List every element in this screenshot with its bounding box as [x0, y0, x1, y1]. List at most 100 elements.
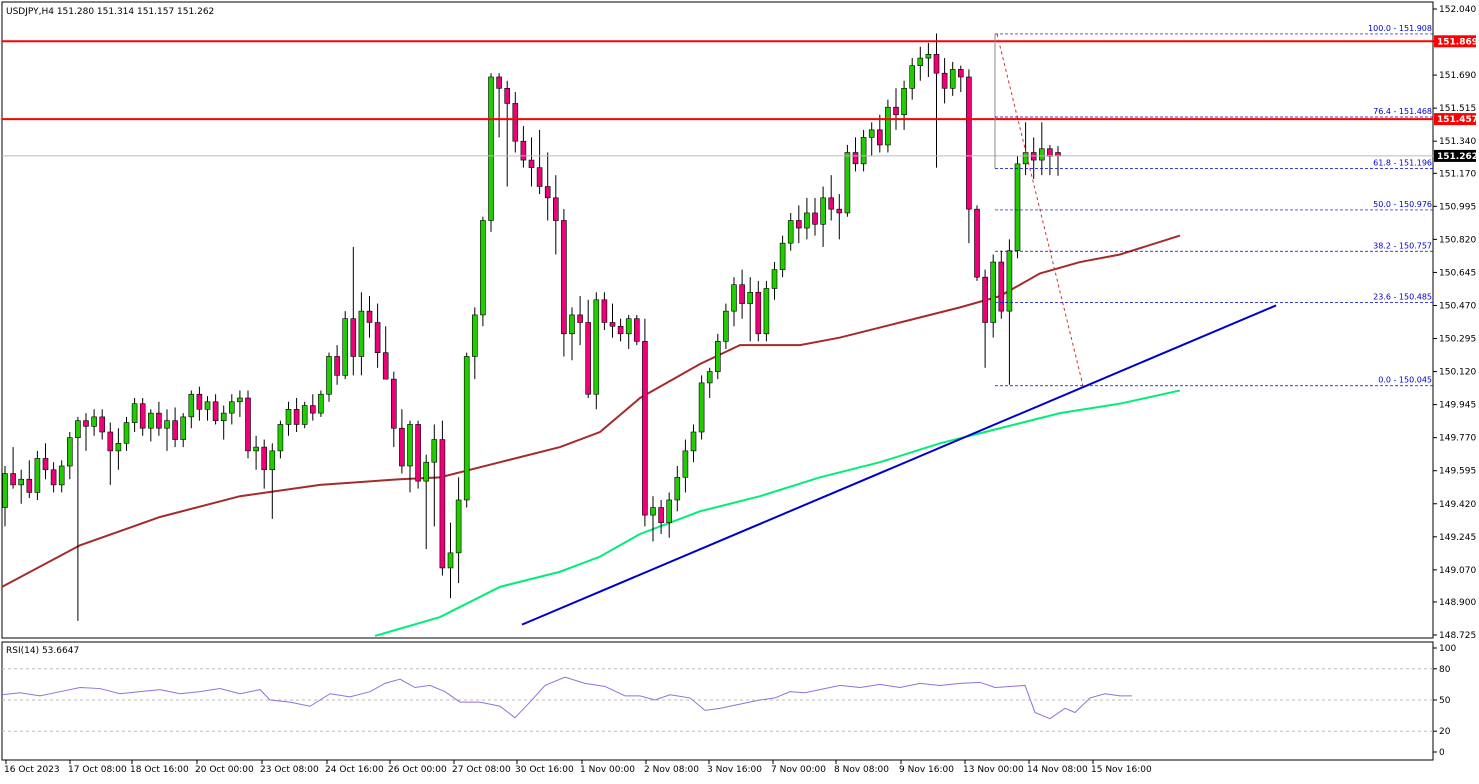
candle-bull — [625, 318, 632, 335]
candle-bull — [731, 284, 737, 312]
candle-bear — [828, 197, 835, 210]
rsi-panel-frame — [1, 641, 1434, 761]
time-tick-label: 13 Nov 00:00 — [963, 765, 1024, 775]
candle-bear — [1055, 152, 1061, 157]
candle-bear — [633, 318, 640, 342]
candle-bear — [957, 69, 964, 78]
candle-bear — [196, 393, 203, 410]
price-tick-label: 149.420 — [1439, 500, 1476, 510]
candle-bull — [820, 197, 826, 225]
candle-bull — [714, 341, 721, 372]
candle-bull — [318, 393, 324, 414]
candle-bull — [706, 371, 713, 384]
candle-bull — [188, 393, 195, 418]
candle-bull — [787, 220, 794, 244]
price-tick-label: 151.515 — [1439, 104, 1476, 114]
candle-bear — [366, 310, 373, 323]
fib-level-label: 76.4 - 151.468 — [1373, 107, 1432, 116]
time-tick-label: 14 Nov 08:00 — [1027, 765, 1088, 775]
candle-bull — [131, 403, 138, 423]
candle-bull — [925, 54, 932, 59]
candle-bull — [18, 478, 25, 486]
time-tick-label: 15 Nov 16:00 — [1091, 765, 1152, 775]
candle-bull — [463, 356, 470, 501]
time-tick-label: 9 Nov 16:00 — [899, 765, 954, 775]
candle-bull — [909, 65, 916, 89]
time-axis: 16 Oct 2023 17 Oct 08:00 18 Oct 16:00 20 Oc… — [4, 760, 1152, 775]
time-tick-label: 16 Oct 2023 — [4, 765, 60, 775]
candle-bear — [26, 478, 33, 493]
time-tick-label: 3 Nov 16:00 — [707, 765, 762, 775]
time-tick-label: 8 Nov 08:00 — [834, 765, 889, 775]
candle-bull — [180, 416, 186, 440]
candle-bear — [107, 431, 114, 452]
candle-bear — [261, 446, 268, 471]
candle-bull — [34, 458, 41, 493]
fib-level-label: 61.8 - 151.196 — [1373, 158, 1432, 167]
candle-bull — [237, 397, 243, 403]
candle-bear — [536, 167, 543, 187]
candle-bull — [747, 291, 754, 304]
rsi-info: RSI(14) 53.6647 — [6, 646, 79, 656]
candle-bear — [172, 420, 178, 440]
candle-bear — [552, 197, 559, 221]
candle-bear — [812, 212, 818, 225]
candle-bear — [156, 412, 162, 429]
rsi-tick-label: 20 — [1439, 727, 1451, 737]
price-tick-label: 150.820 — [1439, 235, 1476, 245]
candle-bear — [504, 88, 511, 104]
candle-bear — [577, 314, 583, 323]
candle-bear — [739, 284, 745, 304]
time-tick-label: 2 Nov 08:00 — [644, 765, 699, 775]
candle-bull — [471, 314, 478, 357]
rsi-tick-label: 50 — [1439, 696, 1451, 706]
candle-bull — [868, 129, 875, 138]
candle-bull — [358, 310, 365, 357]
candle-bull — [690, 431, 697, 452]
candle-bear — [439, 439, 446, 569]
candle-bear — [212, 401, 219, 421]
candle-bull — [326, 356, 332, 395]
candle-bull — [804, 212, 810, 229]
fib-level-label: 50.0 - 150.976 — [1373, 200, 1432, 209]
candle-bull — [148, 412, 154, 429]
price-tick-label: 150.120 — [1439, 368, 1476, 378]
candle-bear — [382, 352, 389, 380]
candle-bear — [399, 427, 405, 467]
main-panel-frame — [1, 1, 1434, 639]
overlay-lines — [2, 40, 1433, 626]
candle-bear — [334, 356, 340, 376]
candle-bull — [1039, 148, 1045, 161]
candle-bull — [407, 424, 413, 467]
candle-bull — [277, 424, 284, 452]
candle-bull — [269, 450, 276, 471]
candle-bull — [423, 461, 430, 482]
candle-bear — [309, 405, 316, 414]
candle-bear — [350, 318, 357, 357]
price-tick-label: 148.900 — [1439, 598, 1476, 608]
candle-bull — [67, 437, 73, 467]
candle-bull — [771, 269, 778, 289]
candle-bear — [966, 76, 972, 210]
candle-bear — [933, 54, 940, 74]
candles — [2, 33, 1061, 621]
fibonacci-levels: 100.0 - 151.908 76.4 - 151.468 61.8 - 151.… — [994, 24, 1433, 387]
candle-bear — [561, 220, 567, 335]
candle-bear — [528, 159, 535, 168]
candle-bear — [374, 322, 381, 353]
candle-bear — [609, 322, 616, 327]
candle-bull — [253, 446, 259, 452]
candle-bull — [91, 416, 97, 427]
candle-bear — [83, 420, 89, 427]
fib-level-label: 38.2 - 150.757 — [1373, 241, 1432, 250]
candle-bull — [115, 443, 122, 452]
candle-bull — [949, 69, 956, 89]
resistance-upper-price-label-box — [1434, 35, 1476, 48]
symbol-info: USDJPY,H4 151.280 151.314 151.157 151.26… — [6, 7, 214, 17]
candle-bull — [301, 405, 308, 425]
candle-bear — [601, 299, 608, 323]
candle-bull — [860, 137, 867, 165]
time-tick-label: 30 Oct 16:00 — [515, 765, 574, 775]
candle-bear — [836, 208, 843, 214]
